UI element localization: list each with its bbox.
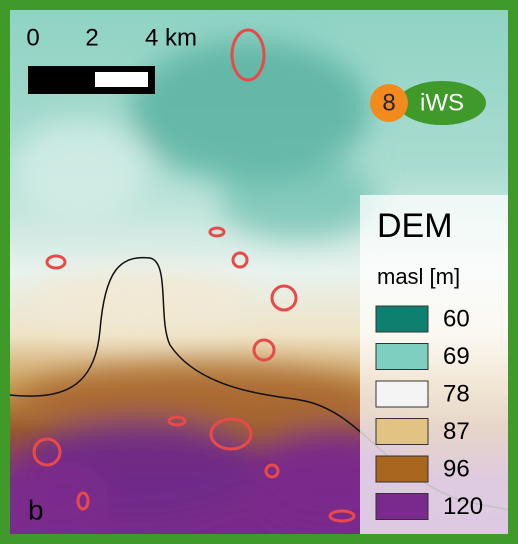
legend-swatch xyxy=(375,343,429,370)
water-outlines xyxy=(32,28,356,523)
legend-swatch xyxy=(375,493,429,520)
scale-label: 4 km xyxy=(145,24,197,51)
legend-swatch xyxy=(375,455,429,483)
legend-subtitle: masl [m] xyxy=(377,264,460,289)
badge-pill xyxy=(398,81,486,125)
legend-title: DEM xyxy=(377,207,453,245)
legend-swatch xyxy=(375,418,429,445)
legend-label: 120 xyxy=(443,493,483,520)
badge-label: iWS xyxy=(420,89,464,116)
scale-bar-segment xyxy=(95,72,148,87)
legend-label: 96 xyxy=(443,455,470,482)
legend-swatch xyxy=(375,305,429,333)
panel-label: b xyxy=(28,494,44,525)
legend: 60 69 78 87 96 120 xyxy=(375,305,483,520)
scale-label: 2 xyxy=(85,24,98,51)
scale-label: 0 xyxy=(26,24,39,51)
legend-label: 60 xyxy=(443,305,470,332)
legend-label: 78 xyxy=(443,380,470,407)
legend-label: 69 xyxy=(443,343,470,370)
badge-number: 8 xyxy=(382,89,395,116)
badge-circle xyxy=(370,84,408,122)
legend-label: 87 xyxy=(443,418,470,445)
legend-swatch xyxy=(375,380,429,408)
